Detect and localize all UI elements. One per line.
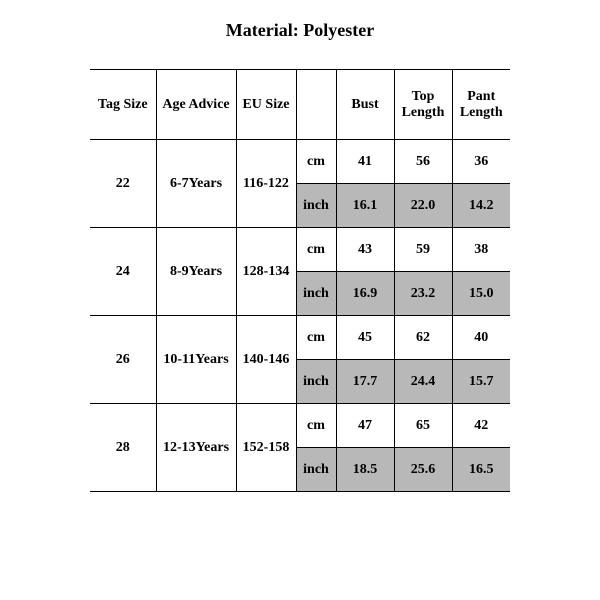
cell-top-inch: 24.4 [394, 360, 452, 404]
cell-tag-size: 24 [90, 228, 156, 316]
col-pant-length: Pant Length [452, 70, 510, 140]
cell-pant-cm: 42 [452, 404, 510, 448]
page: Material: Polyester Tag Size Age Advice … [0, 0, 600, 600]
cell-unit-cm: cm [296, 404, 336, 448]
cell-eu-size: 116-122 [236, 140, 296, 228]
cell-tag-size: 22 [90, 140, 156, 228]
cell-tag-size: 26 [90, 316, 156, 404]
cell-age-advice: 12-13Years [156, 404, 236, 492]
cell-pant-inch: 14.2 [452, 184, 510, 228]
col-unit [296, 70, 336, 140]
cell-unit-cm: cm [296, 140, 336, 184]
cell-age-advice: 10-11Years [156, 316, 236, 404]
table-row: 28 12-13Years 152-158 cm 47 65 42 [90, 404, 510, 448]
cell-tag-size: 28 [90, 404, 156, 492]
cell-unit-cm: cm [296, 228, 336, 272]
cell-unit-inch: inch [296, 184, 336, 228]
cell-pant-inch: 16.5 [452, 448, 510, 492]
cell-bust-cm: 41 [336, 140, 394, 184]
cell-unit-inch: inch [296, 360, 336, 404]
cell-pant-inch: 15.0 [452, 272, 510, 316]
table-row: 22 6-7Years 116-122 cm 41 56 36 [90, 140, 510, 184]
cell-bust-cm: 43 [336, 228, 394, 272]
cell-pant-inch: 15.7 [452, 360, 510, 404]
cell-pant-cm: 36 [452, 140, 510, 184]
table-header-row: Tag Size Age Advice EU Size Bust Top Len… [90, 70, 510, 140]
cell-bust-inch: 16.1 [336, 184, 394, 228]
cell-pant-cm: 38 [452, 228, 510, 272]
cell-top-inch: 25.6 [394, 448, 452, 492]
col-tag-size: Tag Size [90, 70, 156, 140]
cell-top-inch: 22.0 [394, 184, 452, 228]
page-title: Material: Polyester [0, 20, 600, 41]
col-bust: Bust [336, 70, 394, 140]
col-age-advice: Age Advice [156, 70, 236, 140]
size-table: Tag Size Age Advice EU Size Bust Top Len… [90, 69, 510, 492]
cell-unit-inch: inch [296, 272, 336, 316]
cell-pant-cm: 40 [452, 316, 510, 360]
cell-bust-inch: 17.7 [336, 360, 394, 404]
cell-bust-cm: 47 [336, 404, 394, 448]
cell-top-cm: 65 [394, 404, 452, 448]
cell-bust-cm: 45 [336, 316, 394, 360]
cell-age-advice: 6-7Years [156, 140, 236, 228]
cell-bust-inch: 18.5 [336, 448, 394, 492]
cell-unit-inch: inch [296, 448, 336, 492]
cell-eu-size: 140-146 [236, 316, 296, 404]
cell-age-advice: 8-9Years [156, 228, 236, 316]
cell-top-cm: 59 [394, 228, 452, 272]
col-eu-size: EU Size [236, 70, 296, 140]
cell-eu-size: 128-134 [236, 228, 296, 316]
cell-bust-inch: 16.9 [336, 272, 394, 316]
table-row: 26 10-11Years 140-146 cm 45 62 40 [90, 316, 510, 360]
cell-eu-size: 152-158 [236, 404, 296, 492]
col-top-length: Top Length [394, 70, 452, 140]
cell-unit-cm: cm [296, 316, 336, 360]
cell-top-cm: 62 [394, 316, 452, 360]
cell-top-cm: 56 [394, 140, 452, 184]
table-row: 24 8-9Years 128-134 cm 43 59 38 [90, 228, 510, 272]
cell-top-inch: 23.2 [394, 272, 452, 316]
